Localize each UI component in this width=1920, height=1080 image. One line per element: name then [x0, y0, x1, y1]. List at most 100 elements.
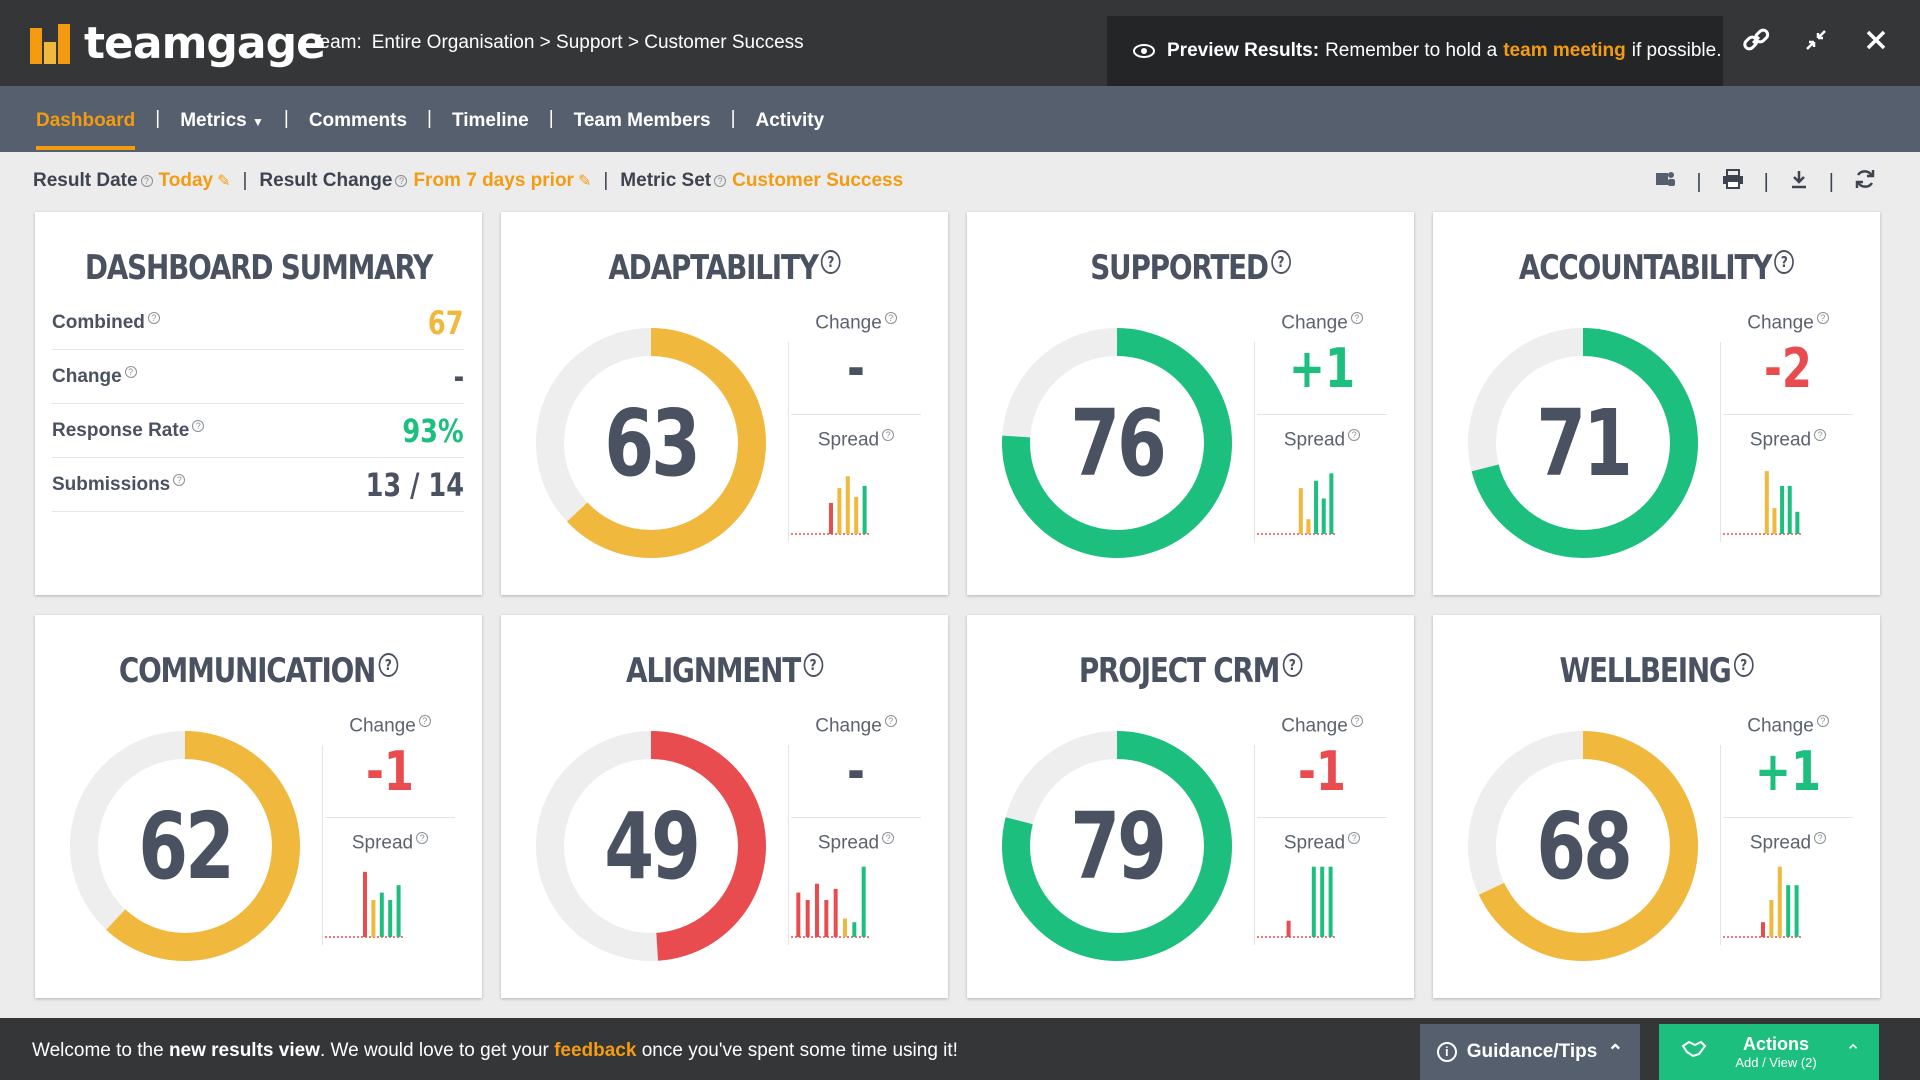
help-icon[interactable]: ? [1350, 715, 1363, 727]
spread-label: Spread? [791, 832, 921, 854]
spread-bar [852, 921, 857, 937]
metric-card[interactable]: SUPPORTED? 76 Change? +1 Spread? [967, 212, 1414, 595]
gauge-fill [1002, 731, 1232, 961]
metric-title: COMMUNICATION? [75, 651, 442, 691]
metric-card[interactable]: WELLBEING? 68 Change? +1 Spread? [1433, 615, 1880, 998]
help-icon[interactable]: ? [418, 715, 431, 727]
tab-dashboard[interactable]: Dashboard [36, 88, 136, 150]
tab-metrics[interactable]: Metrics ▼ [180, 88, 264, 150]
guidance-tips-button[interactable]: i Guidance/Tips ⌃ [1420, 1024, 1640, 1080]
help-icon[interactable]: ? [416, 832, 429, 845]
metric-set-value[interactable]: Customer Success [732, 170, 904, 191]
change-label-text: Change [815, 312, 882, 334]
help-icon[interactable]: ? [882, 832, 895, 845]
close-icon[interactable] [1860, 24, 1892, 56]
help-icon[interactable]: ? [378, 652, 399, 677]
help-icon[interactable]: ? [395, 175, 408, 187]
divider [1720, 342, 1721, 542]
link-icon[interactable] [1740, 24, 1772, 56]
metric-card[interactable]: ADAPTABILITY? 63 Change? - Spread? [501, 212, 948, 595]
breadcrumb-label: Team: [310, 32, 362, 53]
help-icon[interactable]: ? [1350, 312, 1363, 324]
metric-card[interactable]: ACCOUNTABILITY? 71 Change? -2 Spread? [1433, 212, 1880, 595]
change-label: Change? [1723, 715, 1853, 737]
change-label-text: Change [815, 715, 882, 737]
metric-title: ADAPTABILITY? [541, 248, 908, 288]
help-icon[interactable]: ? [1733, 652, 1754, 677]
help-icon[interactable]: ? [882, 429, 895, 442]
metric-card[interactable]: PROJECT CRM? 79 Change? -1 Spread? [967, 615, 1414, 998]
help-icon[interactable]: ? [1271, 249, 1291, 274]
spread-bar [1780, 485, 1785, 534]
tab-timeline[interactable]: Timeline [451, 110, 529, 131]
score-gauge [536, 328, 766, 558]
edit-icon[interactable]: ✎ [577, 173, 592, 190]
refresh-icon[interactable] [1854, 168, 1876, 196]
chevron-up-icon: ⌃ [1845, 1041, 1861, 1063]
spread-label-text: Spread [817, 429, 880, 451]
metric-score: 68 [1536, 792, 1633, 900]
metric-side-panel: Change? +1 Spread? [1257, 312, 1387, 541]
handshake-icon [1681, 1040, 1707, 1064]
team-meeting-link[interactable]: team meeting [1503, 40, 1626, 61]
help-icon[interactable]: ? [884, 312, 897, 324]
teams-icon[interactable] [1654, 169, 1676, 195]
spread-bar [396, 884, 401, 937]
toolbar-divider: | [1696, 170, 1702, 193]
metric-title-text: COMMUNICATION [118, 651, 377, 691]
help-icon[interactable]: ? [803, 652, 823, 677]
help-icon[interactable]: ? [1816, 312, 1829, 324]
change-label-text: Change [349, 715, 416, 737]
help-icon[interactable]: ? [820, 249, 841, 274]
help-icon[interactable]: ? [173, 474, 186, 487]
tab-team-members[interactable]: Team Members [573, 110, 711, 131]
help-icon[interactable]: ? [714, 175, 727, 187]
help-icon[interactable]: ? [884, 715, 897, 727]
edit-icon[interactable]: ✎ [217, 173, 231, 190]
chevron-up-icon: ⌃ [1607, 1041, 1624, 1063]
help-icon[interactable]: ? [1814, 832, 1827, 845]
breadcrumb-path[interactable]: Entire Organisation > Support > Customer… [371, 32, 804, 53]
change-value: -1 [1298, 740, 1346, 804]
filter-divider: | [603, 170, 609, 191]
spread-chart [325, 871, 405, 938]
collapse-icon[interactable] [1800, 24, 1832, 56]
metric-card[interactable]: COMMUNICATION? 62 Change? -1 Spread? [35, 615, 482, 998]
help-icon[interactable]: ? [147, 312, 160, 325]
nav-divider: | [283, 108, 289, 129]
spread-label-text: Spread [1749, 832, 1812, 854]
help-icon[interactable]: ? [1348, 832, 1361, 845]
spread-bar [843, 918, 847, 937]
download-icon[interactable] [1789, 169, 1809, 195]
print-icon[interactable] [1722, 169, 1744, 195]
result-change-value[interactable]: From 7 days prior [413, 170, 574, 191]
metric-side-panel: Change? +1 Spread? [1723, 715, 1853, 944]
feedback-link[interactable]: feedback [554, 1040, 637, 1061]
summary-row-label: Combined [52, 311, 145, 333]
result-change-label: Result Change [259, 170, 393, 191]
help-icon[interactable]: ? [1348, 429, 1361, 442]
metric-card[interactable]: ALIGNMENT? 49 Change? - Spread? [501, 615, 948, 998]
help-icon[interactable]: ? [124, 366, 137, 379]
tab-comments[interactable]: Comments [308, 110, 408, 131]
help-icon[interactable]: ? [1816, 715, 1829, 727]
spread-bar [1320, 866, 1325, 937]
spread-bar [1786, 884, 1791, 937]
actions-button[interactable]: Actions Add / View (2) ⌃ [1659, 1024, 1879, 1080]
help-icon[interactable]: ? [1282, 652, 1303, 677]
divider [1723, 817, 1853, 819]
result-date-value[interactable]: Today [158, 170, 214, 191]
divider [1254, 342, 1255, 542]
logo[interactable]: teamgage [30, 18, 326, 69]
change-value: - [847, 337, 865, 401]
help-icon[interactable]: ? [1814, 429, 1827, 442]
help-icon[interactable]: ? [192, 420, 205, 433]
tab-activity[interactable]: Activity [755, 110, 825, 131]
eye-icon [1133, 44, 1155, 58]
metric-score: 49 [604, 792, 701, 900]
spread-label-text: Spread [1283, 832, 1346, 854]
welcome-text-2: . We would love to get your [319, 1040, 549, 1061]
help-icon[interactable]: ? [140, 175, 153, 187]
help-icon[interactable]: ? [1774, 249, 1795, 274]
spread-label: Spread? [791, 429, 921, 451]
